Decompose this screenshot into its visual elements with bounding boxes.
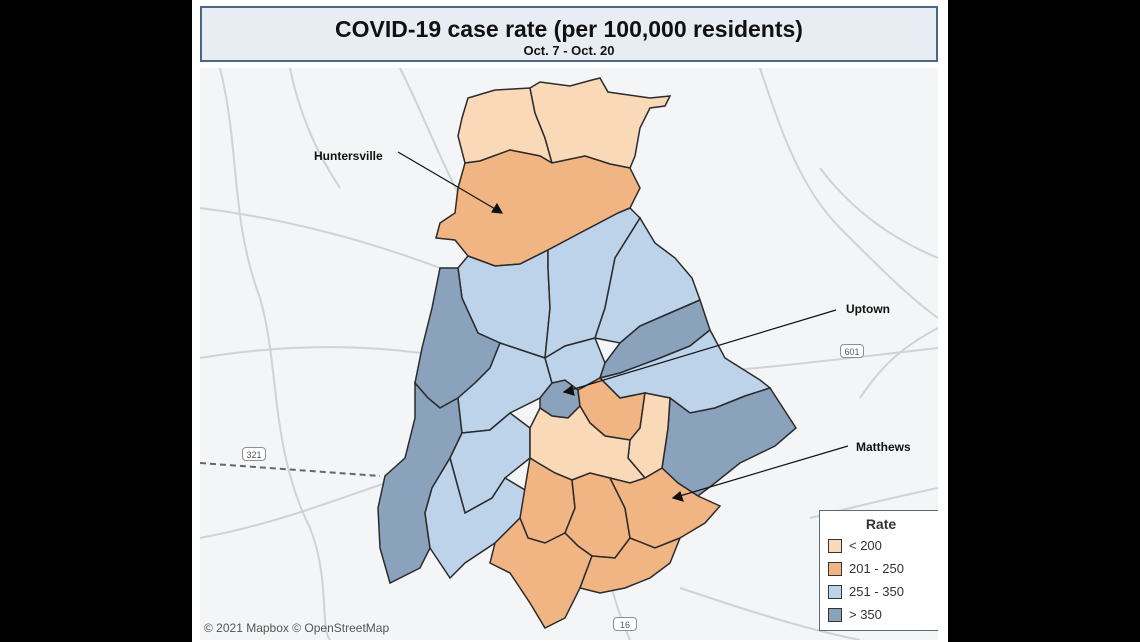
- map-svg[interactable]: [200, 68, 938, 640]
- legend-swatch-201-250: [828, 562, 842, 576]
- legend: Rate < 200 201 - 250 251 - 350 > 350: [819, 510, 938, 631]
- callout-huntersville: Huntersville: [314, 149, 383, 163]
- legend-title: Rate: [865, 516, 897, 532]
- map-attribution[interactable]: © 2021 Mapbox © OpenStreetMap: [204, 621, 390, 635]
- highway-shield-16: 16: [613, 617, 637, 631]
- map-canvas[interactable]: Huntersville Uptown Matthews 601 321 16 …: [200, 68, 938, 640]
- legend-label: 251 - 350: [849, 584, 904, 599]
- zip-area[interactable]: [579, 536, 682, 594]
- legend-swatch-under-200: [828, 539, 842, 553]
- county-boundary-line: [200, 462, 381, 477]
- highway-shield-601: 601: [840, 344, 864, 358]
- zip-areas: [377, 77, 797, 629]
- legend-label: > 350: [849, 607, 882, 622]
- legend-label: 201 - 250: [849, 561, 904, 576]
- highway-shield-321: 321: [242, 447, 266, 461]
- map-frame: COVID-19 case rate (per 100,000 resident…: [192, 0, 948, 642]
- callout-uptown: Uptown: [846, 302, 890, 316]
- road-network: [200, 68, 938, 640]
- legend-label: < 200: [849, 538, 882, 553]
- callout-matthews: Matthews: [856, 440, 911, 454]
- legend-swatch-251-350: [828, 585, 842, 599]
- callout-arrows: [397, 151, 849, 502]
- zip-area[interactable]: [529, 77, 672, 169]
- title-box: COVID-19 case rate (per 100,000 resident…: [200, 6, 938, 62]
- map-subtitle: Oct. 7 - Oct. 20: [523, 43, 615, 58]
- legend-swatch-over-350: [828, 608, 842, 622]
- map-title: COVID-19 case rate (per 100,000 resident…: [335, 16, 803, 42]
